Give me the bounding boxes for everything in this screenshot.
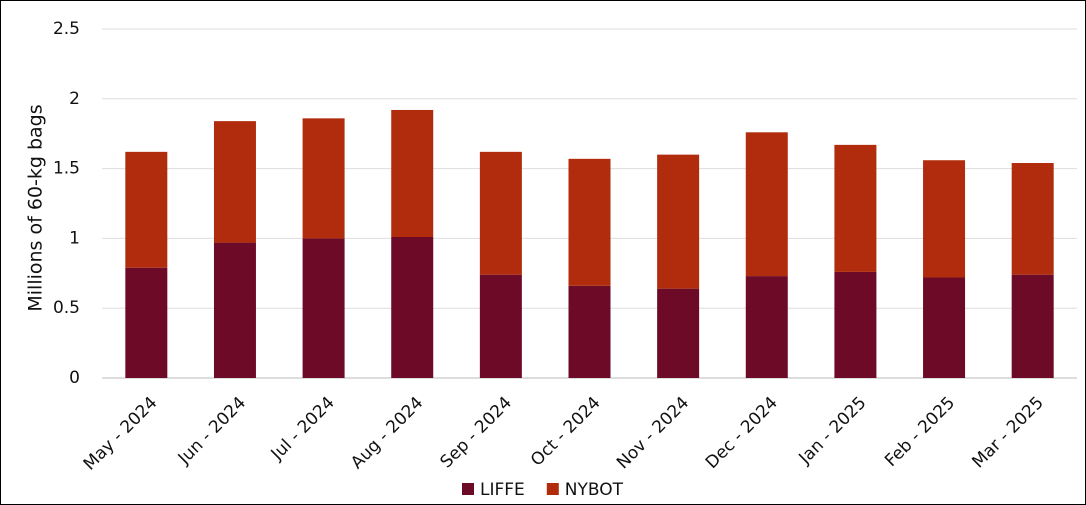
y-tick-label: 0 [69, 368, 80, 388]
bar-segment [657, 154, 700, 289]
y-tick-label: 1 [69, 228, 80, 248]
bar-segment [923, 160, 966, 278]
y-tick-label: 0.5 [53, 298, 80, 318]
bar-segment [834, 271, 877, 378]
bar-segment [125, 151, 168, 268]
y-axis-label: Millions of 60-kg bags [25, 104, 47, 311]
bar-segment [1011, 163, 1054, 275]
bar-segment [391, 237, 434, 378]
bar-segment [125, 267, 168, 378]
legend-label: LIFFE [480, 480, 525, 500]
legend-label: NYBOT [565, 480, 624, 500]
bar-segment [568, 285, 611, 378]
y-tick-label: 1.5 [53, 159, 80, 179]
y-tick-label: 2.5 [53, 19, 80, 39]
bar-segment [213, 242, 256, 378]
bar-segment [745, 132, 788, 277]
legend-swatch [546, 483, 559, 495]
bar-segment [1011, 274, 1054, 378]
bar-segment [568, 158, 611, 286]
bar-segment [923, 277, 966, 378]
bar-segment [302, 118, 345, 239]
bar-segment [745, 276, 788, 378]
bar-segment [479, 151, 522, 275]
bar-segment [834, 144, 877, 272]
bar-segment [479, 274, 522, 378]
y-tick-label: 2 [69, 89, 80, 109]
legend-swatch [462, 483, 474, 495]
bar-segment [657, 288, 700, 378]
bar-segment [302, 238, 345, 378]
bar-segment [391, 109, 434, 238]
bar-segment [213, 121, 256, 243]
